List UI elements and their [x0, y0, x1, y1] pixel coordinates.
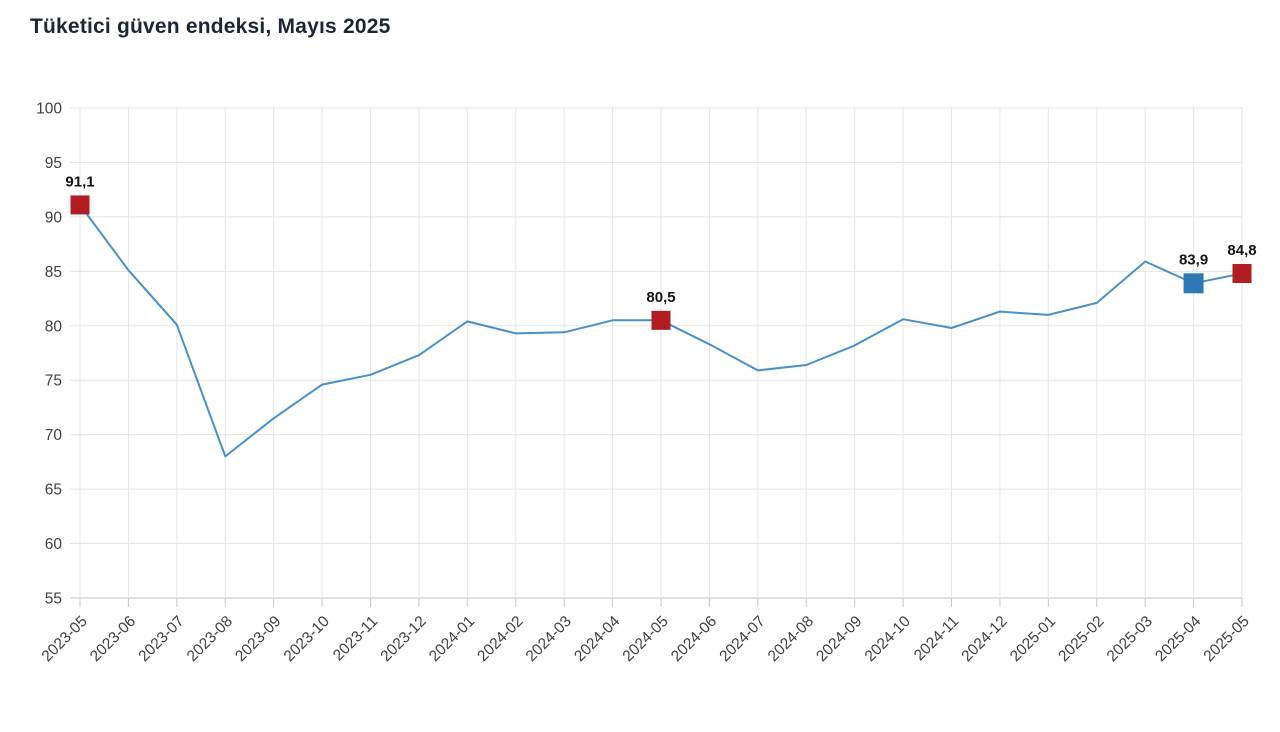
x-tick-label: 2023-09 [232, 613, 284, 665]
y-tick-label: 80 [45, 318, 63, 335]
data-label: 80,5 [646, 289, 675, 306]
data-marker [1183, 273, 1204, 294]
x-tick-label: 2024-05 [620, 613, 672, 665]
y-tick-label: 90 [45, 209, 63, 226]
x-tick-label: 2024-01 [426, 613, 478, 665]
chart-title: Tüketici güven endeksi, Mayıs 2025 [30, 15, 391, 38]
y-tick-label: 85 [45, 264, 62, 281]
data-label: 84,8 [1227, 242, 1256, 259]
x-tick-label: 2024-08 [765, 613, 817, 665]
x-tick-label: 2024-03 [523, 613, 575, 665]
x-tick-label: 2023-06 [87, 613, 139, 665]
x-tick-label: 2024-07 [716, 613, 768, 665]
x-tick-label: 2025-05 [1201, 613, 1253, 665]
x-tick-label: 2023-12 [377, 613, 429, 665]
y-tick-label: 100 [36, 101, 62, 118]
x-tick-label: 2024-11 [911, 613, 962, 664]
x-tick-label: 2025-02 [1055, 613, 1107, 665]
data-marker [70, 195, 90, 215]
data-label: 91,1 [65, 173, 94, 190]
x-tick-label: 2025-04 [1152, 613, 1205, 666]
x-tick-label: 2023-10 [281, 613, 334, 666]
x-tick-label: 2023-08 [184, 613, 236, 665]
x-tick-label: 2024-04 [571, 613, 624, 666]
y-tick-label: 75 [45, 373, 62, 390]
x-tick-label: 2024-10 [862, 613, 915, 666]
x-tick-label: 2024-09 [813, 613, 865, 665]
x-tick-label: 2025-03 [1104, 613, 1156, 665]
x-tick-label: 2023-11 [330, 613, 381, 664]
x-tick-label: 2023-05 [39, 613, 91, 665]
data-label: 83,9 [1179, 251, 1208, 268]
y-tick-label: 95 [45, 155, 62, 172]
x-tick-label: 2024-12 [958, 613, 1010, 665]
data-marker [651, 310, 671, 330]
x-tick-label: 2024-02 [474, 613, 526, 665]
y-tick-label: 70 [45, 427, 63, 444]
x-tick-label: 2025-01 [1007, 613, 1059, 665]
y-tick-label: 65 [45, 482, 62, 499]
x-tick-label: 2024-06 [668, 613, 720, 665]
x-tick-label: 2023-07 [135, 613, 187, 665]
data-marker [1232, 264, 1252, 284]
y-tick-label: 55 [45, 591, 62, 608]
y-tick-label: 60 [45, 536, 63, 553]
